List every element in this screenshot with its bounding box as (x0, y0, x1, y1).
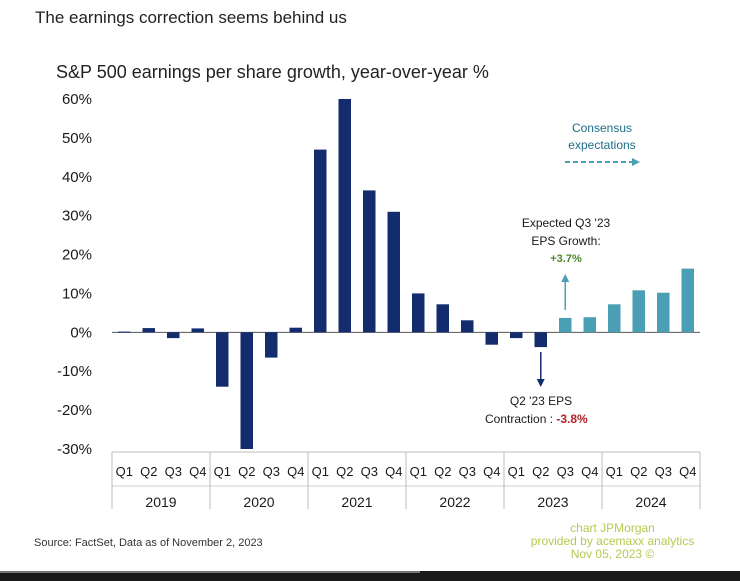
consensus-bar (632, 290, 645, 333)
q3-callout-arrow-head (561, 274, 570, 282)
x-tick-label: Q1 (214, 464, 231, 479)
x-tick-label: Q4 (679, 464, 696, 479)
x-tick-label: Q1 (508, 464, 525, 479)
actual-bar (314, 149, 327, 333)
actual-bar (387, 211, 400, 333)
consensus-arrow-head (632, 158, 640, 166)
x-tick-label: Q2 (532, 464, 549, 479)
source-note: Source: FactSet, Data as of November 2, … (34, 537, 263, 549)
x-tick-label: Q3 (165, 464, 182, 479)
x-tick-label: Q2 (434, 464, 451, 479)
bars (112, 99, 700, 449)
consensus-bar (559, 317, 572, 333)
q2-callout-text: Q2 '23 EPS (510, 394, 572, 408)
q2-callout-arrow-head (536, 379, 545, 387)
x-year-label: 2024 (635, 494, 666, 510)
x-tick-label: Q2 (336, 464, 353, 479)
actual-bar (436, 304, 449, 333)
consensus-bar (681, 268, 694, 333)
x-year-label: 2019 (145, 494, 176, 510)
y-tick-label: -20% (57, 402, 92, 419)
credit-line: Nov 05, 2023 © (570, 547, 655, 561)
y-tick-label: 20% (62, 247, 92, 264)
bottom-bar (0, 571, 740, 581)
x-tick-label: Q3 (361, 464, 378, 479)
y-tick-label: 30% (62, 208, 92, 225)
consensus-label: Consensus (572, 121, 632, 135)
x-year-label: 2023 (537, 494, 568, 510)
y-axis: 60% 50% 40% 30% 20% 10% 0% -10% -20% -30% (57, 91, 92, 458)
consensus-bar (583, 317, 596, 333)
actual-bar (510, 332, 523, 339)
x-tick-label: Q3 (655, 464, 672, 479)
q3-callout-value: +3.7% (550, 253, 582, 265)
x-tick-label: Q1 (116, 464, 133, 479)
credit-watermark: chart JPMorgan provided by acemaxx analy… (510, 522, 715, 561)
x-tick-label: Q4 (483, 464, 500, 479)
annotations: Consensus expectations Expected Q3 '23 EPS … (485, 121, 640, 426)
y-tick-label: -10% (57, 363, 92, 380)
y-tick-label: -30% (57, 441, 92, 458)
credit-line: provided by acemaxx analytics (530, 534, 695, 548)
q2-callout-value: -3.8% (556, 412, 588, 426)
actual-bar (240, 332, 253, 449)
x-year-label: 2020 (243, 494, 274, 510)
headline: The earnings correction seems behind us (35, 8, 347, 27)
chart-title: S&P 500 earnings per share growth, year-… (56, 62, 489, 82)
x-tick-label: Q3 (263, 464, 280, 479)
x-axis: Q1 Q2 Q3 Q4 Q1 Q2 Q3 Q4 Q1 Q2 Q3 Q4 Q1 Q2 Q3 Q4 Q1 Q2 Q3 Q4… (111, 451, 701, 510)
actual-bar (118, 331, 131, 333)
y-tick-label: 10% (62, 285, 92, 302)
consensus-bar (608, 304, 621, 333)
actual-bar (142, 328, 155, 333)
q3-callout-text: Expected Q3 '23 (522, 216, 611, 230)
y-tick-label: 50% (62, 130, 92, 147)
y-tick-label: 60% (62, 91, 92, 108)
actual-bar (363, 190, 376, 333)
actual-bar (534, 332, 547, 348)
actual-bar (191, 328, 204, 333)
actual-bar (216, 332, 229, 387)
x-tick-label: Q3 (557, 464, 574, 479)
x-tick-label: Q2 (140, 464, 157, 479)
y-tick-label: 0% (70, 324, 92, 341)
y-tick-label: 40% (62, 169, 92, 186)
actual-bar (167, 332, 180, 339)
q3-callout-text: EPS Growth: (531, 234, 600, 248)
actual-bar (338, 99, 351, 333)
q2-callout-label: Contraction : (485, 412, 556, 426)
actual-bar (461, 320, 474, 333)
x-tick-label: Q4 (581, 464, 598, 479)
x-tick-label: Q4 (189, 464, 206, 479)
x-tick-label: Q2 (630, 464, 647, 479)
actual-bar (289, 327, 302, 333)
x-tick-label: Q1 (410, 464, 427, 479)
q2-callout-text: Contraction : -3.8% (485, 412, 588, 426)
x-tick-label: Q1 (606, 464, 623, 479)
x-tick-label: Q2 (238, 464, 255, 479)
x-tick-label: Q4 (385, 464, 402, 479)
actual-bar (485, 332, 498, 345)
x-year-label: 2021 (341, 494, 372, 510)
consensus-bar (657, 292, 670, 333)
x-tick-label: Q4 (287, 464, 304, 479)
eps-growth-bar-chart: 60%50%40%30%20%10%0%-10%-20%-30% Q1 Q2 Q3 Q… (57, 91, 701, 510)
consensus-label: expectations (568, 138, 635, 152)
x-year-label: 2022 (439, 494, 470, 510)
x-tick-label: Q1 (312, 464, 329, 479)
actual-bar (412, 293, 425, 333)
credit-line: chart JPMorgan (570, 521, 655, 535)
x-tick-label: Q3 (459, 464, 476, 479)
actual-bar (265, 332, 278, 358)
